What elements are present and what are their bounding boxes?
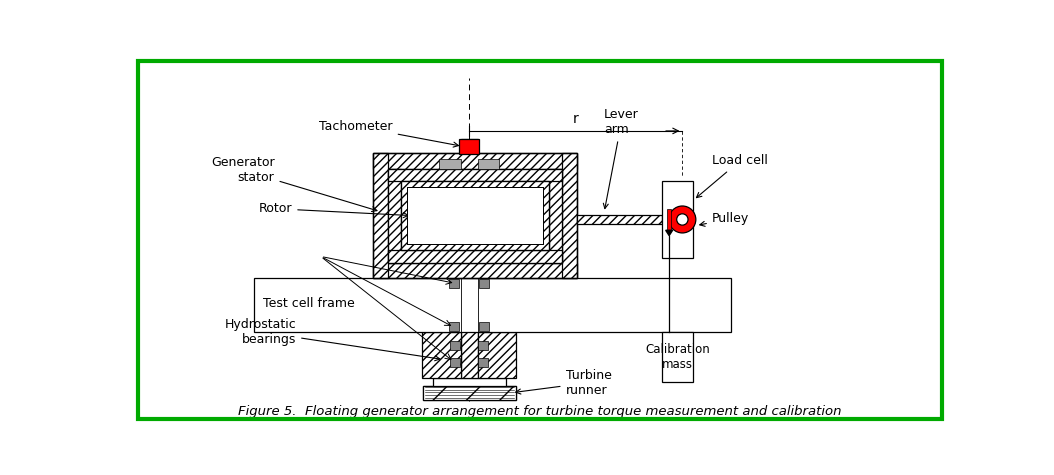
Bar [450,358,461,367]
Bar [373,153,578,278]
Bar [662,332,694,382]
Bar [401,181,549,250]
Bar [423,386,515,399]
Bar [477,358,488,367]
Text: Turbine
runner: Turbine runner [515,369,611,397]
Bar [477,332,516,378]
Bar [480,279,489,288]
Bar [407,187,543,244]
Bar [389,250,562,263]
Bar [460,139,480,154]
Bar [667,209,671,230]
Text: Pulley: Pulley [700,212,749,226]
Bar [407,187,543,244]
Text: r: r [573,112,579,126]
Bar [389,169,562,181]
Bar [423,332,461,378]
Text: Load cell: Load cell [697,154,767,198]
Bar [401,181,549,250]
Bar [578,215,662,224]
Bar [662,181,694,258]
Bar [407,187,543,244]
Bar [423,386,515,399]
Bar [389,169,562,263]
Circle shape [677,214,688,225]
Bar [477,341,488,351]
Bar [461,139,477,378]
Bar [449,279,458,288]
Bar [373,153,389,278]
Circle shape [669,206,696,233]
Text: Generator
stator: Generator stator [211,156,377,211]
Text: Calibration
mass: Calibration mass [645,343,710,371]
Bar [549,169,562,263]
Bar [433,378,506,386]
Text: Rotor: Rotor [258,202,408,218]
Bar [450,341,461,351]
Text: Hydrostatic
bearings: Hydrostatic bearings [225,318,440,361]
Bar [389,169,401,263]
Text: Figure 5.  Floating generator arrangement for turbine torque measurement and cal: Figure 5. Floating generator arrangement… [238,405,842,418]
Text: Lever
arm: Lever arm [603,108,639,209]
Bar [449,322,458,331]
Polygon shape [666,230,672,236]
Bar [480,322,489,331]
Bar [440,160,461,169]
Bar [477,160,500,169]
Bar [254,278,731,332]
Text: Test cell frame: Test cell frame [264,297,355,310]
Bar [373,263,578,278]
Text: Tachometer: Tachometer [319,120,458,147]
Bar [562,153,578,278]
Bar [373,153,578,169]
